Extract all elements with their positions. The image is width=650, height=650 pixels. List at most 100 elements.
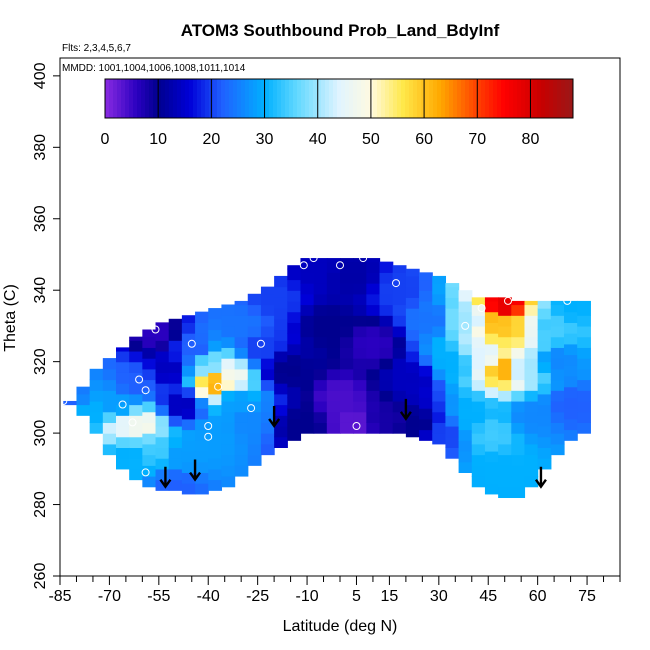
colorbar-segment: [201, 79, 206, 118]
heatmap-cell: [577, 347, 591, 359]
heatmap-cell: [340, 422, 354, 434]
heatmap-cell: [511, 465, 526, 477]
heatmap-cell: [445, 425, 460, 438]
y-tick-label: 280: [32, 491, 49, 518]
heatmap-cell: [564, 408, 578, 420]
heatmap-cell: [300, 422, 315, 434]
heatmap-cell: [471, 379, 486, 391]
colorbar-segment: [465, 79, 470, 118]
heatmap-cell: [353, 411, 367, 423]
sample-point: [504, 296, 512, 305]
heatmap-cell: [366, 390, 381, 402]
sample-point: [247, 404, 256, 413]
heatmap-cell: [577, 379, 591, 391]
heatmap-cell: [76, 386, 91, 395]
heatmap-cell: [537, 425, 552, 438]
heatmap-cell: [419, 300, 433, 313]
colorbar-segment: [517, 79, 522, 118]
heatmap-cell: [445, 436, 460, 448]
heatmap-cell: [498, 297, 512, 306]
heatmap-cell: [511, 411, 526, 423]
colorbar-segment: [417, 79, 422, 118]
heatmap-cell: [445, 340, 460, 352]
colorbar-segment: [401, 79, 406, 118]
heatmap-cell: [260, 400, 275, 413]
heatmap-cell: [313, 293, 328, 306]
heatmap-cell: [221, 433, 236, 445]
heatmap-cell: [577, 304, 591, 316]
heatmap-cell: [181, 429, 196, 441]
heatmap-cell: [181, 322, 196, 334]
heatmap-cell: [181, 397, 196, 409]
heatmap-cell: [221, 315, 236, 327]
heatmap-cell: [260, 379, 275, 391]
heatmap-cell: [313, 258, 328, 263]
heatmap-cell: [550, 390, 565, 402]
colorbar-segment: [181, 79, 186, 118]
heatmap-cell: [550, 400, 565, 413]
heatmap-cell: [498, 411, 512, 423]
heatmap-cell: [234, 325, 249, 338]
heatmap-cell: [458, 397, 473, 409]
colorbar-segment: [121, 79, 126, 118]
heatmap-cell: [168, 350, 183, 363]
heatmap-cell: [577, 325, 591, 338]
heatmap-cell: [142, 422, 157, 434]
heatmap-cell: [340, 368, 354, 381]
heatmap-cell: [247, 390, 262, 402]
heatmap-cell: [432, 315, 447, 327]
heatmap-cell: [155, 329, 170, 341]
heatmap-cell: [524, 465, 539, 477]
colorbar-segment: [421, 79, 426, 118]
sample-point: [461, 321, 470, 330]
colorbar-segment: [321, 79, 326, 118]
colorbar-segment: [545, 79, 550, 118]
sample-point: [128, 418, 137, 427]
colorbar-segment: [377, 79, 382, 118]
colorbar-segment: [249, 79, 254, 118]
x-axis: -85 -70 -55 -40 -25 -10 5 15 30 45 60 75: [48, 575, 621, 605]
heatmap-cell: [577, 390, 591, 402]
heatmap-cell: [274, 361, 288, 373]
heatmap-cell: [511, 422, 526, 434]
heatmap-cell: [274, 275, 288, 288]
heatmap-cell: [274, 372, 288, 384]
heatmap-cell: [300, 258, 315, 263]
heatmap-cell: [537, 383, 552, 395]
heatmap-cell: [537, 329, 552, 341]
heatmap-cell: [458, 418, 473, 431]
heatmap-cell: [287, 268, 302, 281]
heatmap-cell: [340, 315, 354, 327]
heatmap-cell: [484, 343, 499, 356]
heatmap-cell: [484, 461, 499, 473]
y-tick-label: 380: [32, 134, 49, 161]
heatmap-cell: [392, 272, 407, 284]
heatmap-cell: [419, 311, 433, 323]
heatmap-cell: [234, 358, 249, 370]
heatmap-cell: [511, 379, 526, 391]
heatmap-cell: [524, 454, 539, 466]
heatmap-cell: [379, 315, 394, 327]
colorbar-segment: [405, 79, 410, 118]
heatmap-cell: [340, 358, 354, 370]
heatmap-cell: [405, 383, 420, 395]
heatmap-cell: [287, 386, 302, 398]
colorbar-segment: [237, 79, 242, 118]
heatmap-cell: [300, 411, 315, 423]
heatmap-cell: [537, 340, 552, 352]
heatmap-cell: [498, 315, 512, 327]
heatmap-cell: [313, 400, 328, 413]
heatmap-cell: [340, 347, 354, 359]
colorbar-tick-label: 30: [256, 131, 274, 148]
colorbar-segment: [441, 79, 446, 118]
heatmap-cell: [300, 325, 315, 338]
heatmap-cell: [221, 347, 236, 359]
heatmap-cell: [432, 325, 447, 338]
heatmap-cell: [287, 365, 302, 377]
heatmap-cell: [353, 283, 367, 295]
colorbar-segment: [221, 79, 226, 118]
y-tick-label: 300: [32, 420, 49, 447]
heatmap-cell: [247, 358, 262, 370]
colorbar-segment: [301, 79, 306, 118]
x-tick-label: -40: [197, 588, 220, 605]
